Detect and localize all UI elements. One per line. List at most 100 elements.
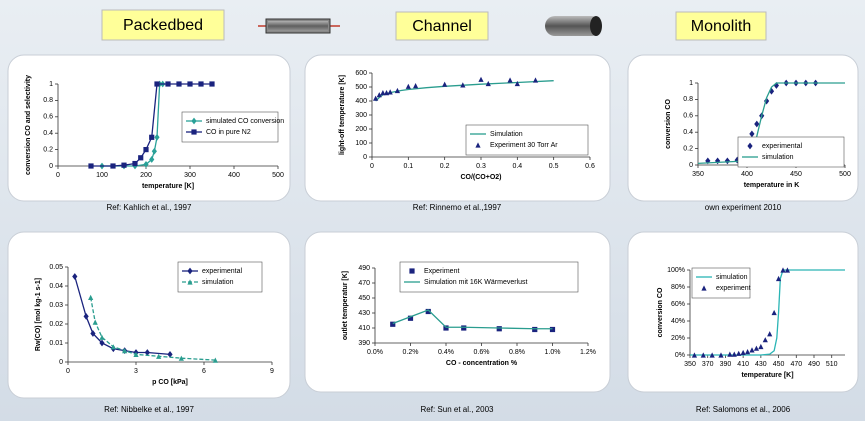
caption: Ref: Sun et al., 2003 — [421, 405, 494, 414]
x-tick-label: 0.4% — [438, 349, 454, 356]
caption: Ref: Salomons et al., 2006 — [696, 405, 791, 414]
y-tick-label: 0% — [675, 352, 685, 359]
marker — [165, 81, 170, 86]
legend-label: simulation — [762, 154, 794, 161]
y-tick-label: 490 — [358, 265, 370, 272]
x-tick-label: 370 — [702, 361, 714, 368]
marker — [176, 81, 181, 86]
x-tick-label: 390 — [720, 361, 732, 368]
marker — [110, 163, 115, 168]
y-tick-label: 410 — [358, 325, 370, 332]
x-axis-title: CO - concentration % — [446, 360, 518, 367]
x-tick-label: 0.4 — [512, 163, 522, 170]
y-tick-label: 0.2 — [43, 146, 53, 153]
y-tick-label: 0 — [363, 154, 367, 161]
y-tick-label: 20% — [671, 335, 685, 342]
y-tick-label: 0.8 — [43, 97, 53, 104]
x-axis-title: temperature [K] — [142, 183, 194, 190]
y-tick-label: 100 — [355, 140, 367, 147]
x-tick-label: 430 — [755, 361, 767, 368]
legend-label: Experiment — [424, 268, 459, 275]
header: Channel — [412, 18, 472, 35]
marker — [121, 163, 126, 168]
y-tick-label: 40% — [671, 318, 685, 325]
legend-label: experimental — [202, 268, 243, 275]
x-tick-label: 0.6% — [474, 349, 490, 356]
x-axis-title: CO/(CO+O2) — [460, 174, 501, 181]
y-tick-label: 0.05 — [49, 264, 63, 271]
header: Monolith — [691, 18, 751, 35]
caption: Ref: Kahlich et al., 1997 — [107, 203, 192, 212]
x-tick-label: 450 — [790, 171, 802, 178]
x-axis-title: temperature [K] — [741, 372, 793, 379]
x-tick-label: 400 — [741, 171, 753, 178]
caption: Ref: Nibbelke et al., 1997 — [104, 405, 194, 414]
y-tick-label: 0 — [59, 359, 63, 366]
caption: own experiment 2010 — [705, 203, 782, 212]
y-tick-label: 0.6 — [683, 113, 693, 120]
y-axis-title: light-off temperature [K] — [339, 75, 346, 155]
header: Packedbed — [123, 17, 203, 34]
packedbed-icon — [258, 19, 340, 33]
y-tick-label: 450 — [358, 295, 370, 302]
y-tick-label: 300 — [355, 112, 367, 119]
x-tick-label: 0.2 — [440, 163, 450, 170]
marker — [138, 155, 143, 160]
y-tick-label: 430 — [358, 310, 370, 317]
x-axis-title: temperature in K — [744, 182, 800, 189]
y-tick-label: 100% — [667, 267, 685, 274]
y-axis-title: conversion CO and selectivity — [25, 75, 32, 175]
y-tick-label: 0.8 — [683, 96, 693, 103]
caption: Ref: Rinnemo et al.,1997 — [413, 203, 502, 212]
x-tick-label: 200 — [140, 172, 152, 179]
x-tick-label: 0 — [370, 163, 374, 170]
x-tick-label: 0.2% — [403, 349, 419, 356]
slide: Packedbed Channel Monolith 0 0.2 0.4 0.6 0.8… — [0, 0, 865, 421]
marker — [209, 81, 214, 86]
y-axis-title: Rw(CO) [mol kg-1 s-1] — [35, 278, 42, 351]
x-tick-label: 0.8% — [509, 349, 525, 356]
marker — [187, 81, 192, 86]
y-tick-label: 0.4 — [43, 130, 53, 137]
legend-label: Simulation — [490, 131, 523, 138]
x-tick-label: 490 — [808, 361, 820, 368]
legend-marker — [191, 129, 196, 134]
y-tick-label: 0.01 — [49, 340, 63, 347]
y-tick-label: 0.03 — [49, 302, 63, 309]
y-tick-label: 0.2 — [683, 145, 693, 152]
x-tick-label: 0 — [56, 172, 60, 179]
legend-label: experiment — [716, 285, 751, 292]
x-tick-label: 300 — [184, 172, 196, 179]
y-tick-label: 400 — [355, 98, 367, 105]
legend-box — [400, 262, 578, 292]
legend-box — [692, 268, 750, 298]
x-tick-label: 1.2% — [580, 349, 596, 356]
y-axis-title: conversion CO — [657, 287, 664, 337]
y-tick-label: 1 — [689, 80, 693, 87]
y-tick-label: 80% — [671, 284, 685, 291]
legend-box — [178, 262, 262, 292]
marker — [143, 147, 148, 152]
y-tick-label: 0.6 — [43, 114, 53, 121]
x-tick-label: 500 — [839, 171, 851, 178]
legend-box — [182, 112, 278, 142]
marker — [550, 327, 555, 332]
marker — [132, 161, 137, 166]
legend-label: Experiment 30 Torr Ar — [490, 142, 558, 149]
y-tick-label: 200 — [355, 126, 367, 133]
x-tick-label: 0.0% — [367, 349, 383, 356]
x-tick-label: 350 — [684, 361, 696, 368]
y-tick-label: 390 — [358, 340, 370, 347]
x-axis-title: p CO [kPa] — [152, 379, 188, 386]
marker — [461, 325, 466, 330]
x-tick-label: 9 — [270, 368, 274, 375]
y-tick-label: 0.4 — [683, 129, 693, 136]
x-tick-label: 400 — [228, 172, 240, 179]
x-tick-label: 470 — [790, 361, 802, 368]
marker — [198, 81, 203, 86]
x-tick-label: 6 — [202, 368, 206, 375]
y-tick-label: 470 — [358, 280, 370, 287]
marker — [88, 163, 93, 168]
legend-label: simulated CO conversion — [206, 118, 284, 125]
legend-marker — [409, 268, 414, 273]
